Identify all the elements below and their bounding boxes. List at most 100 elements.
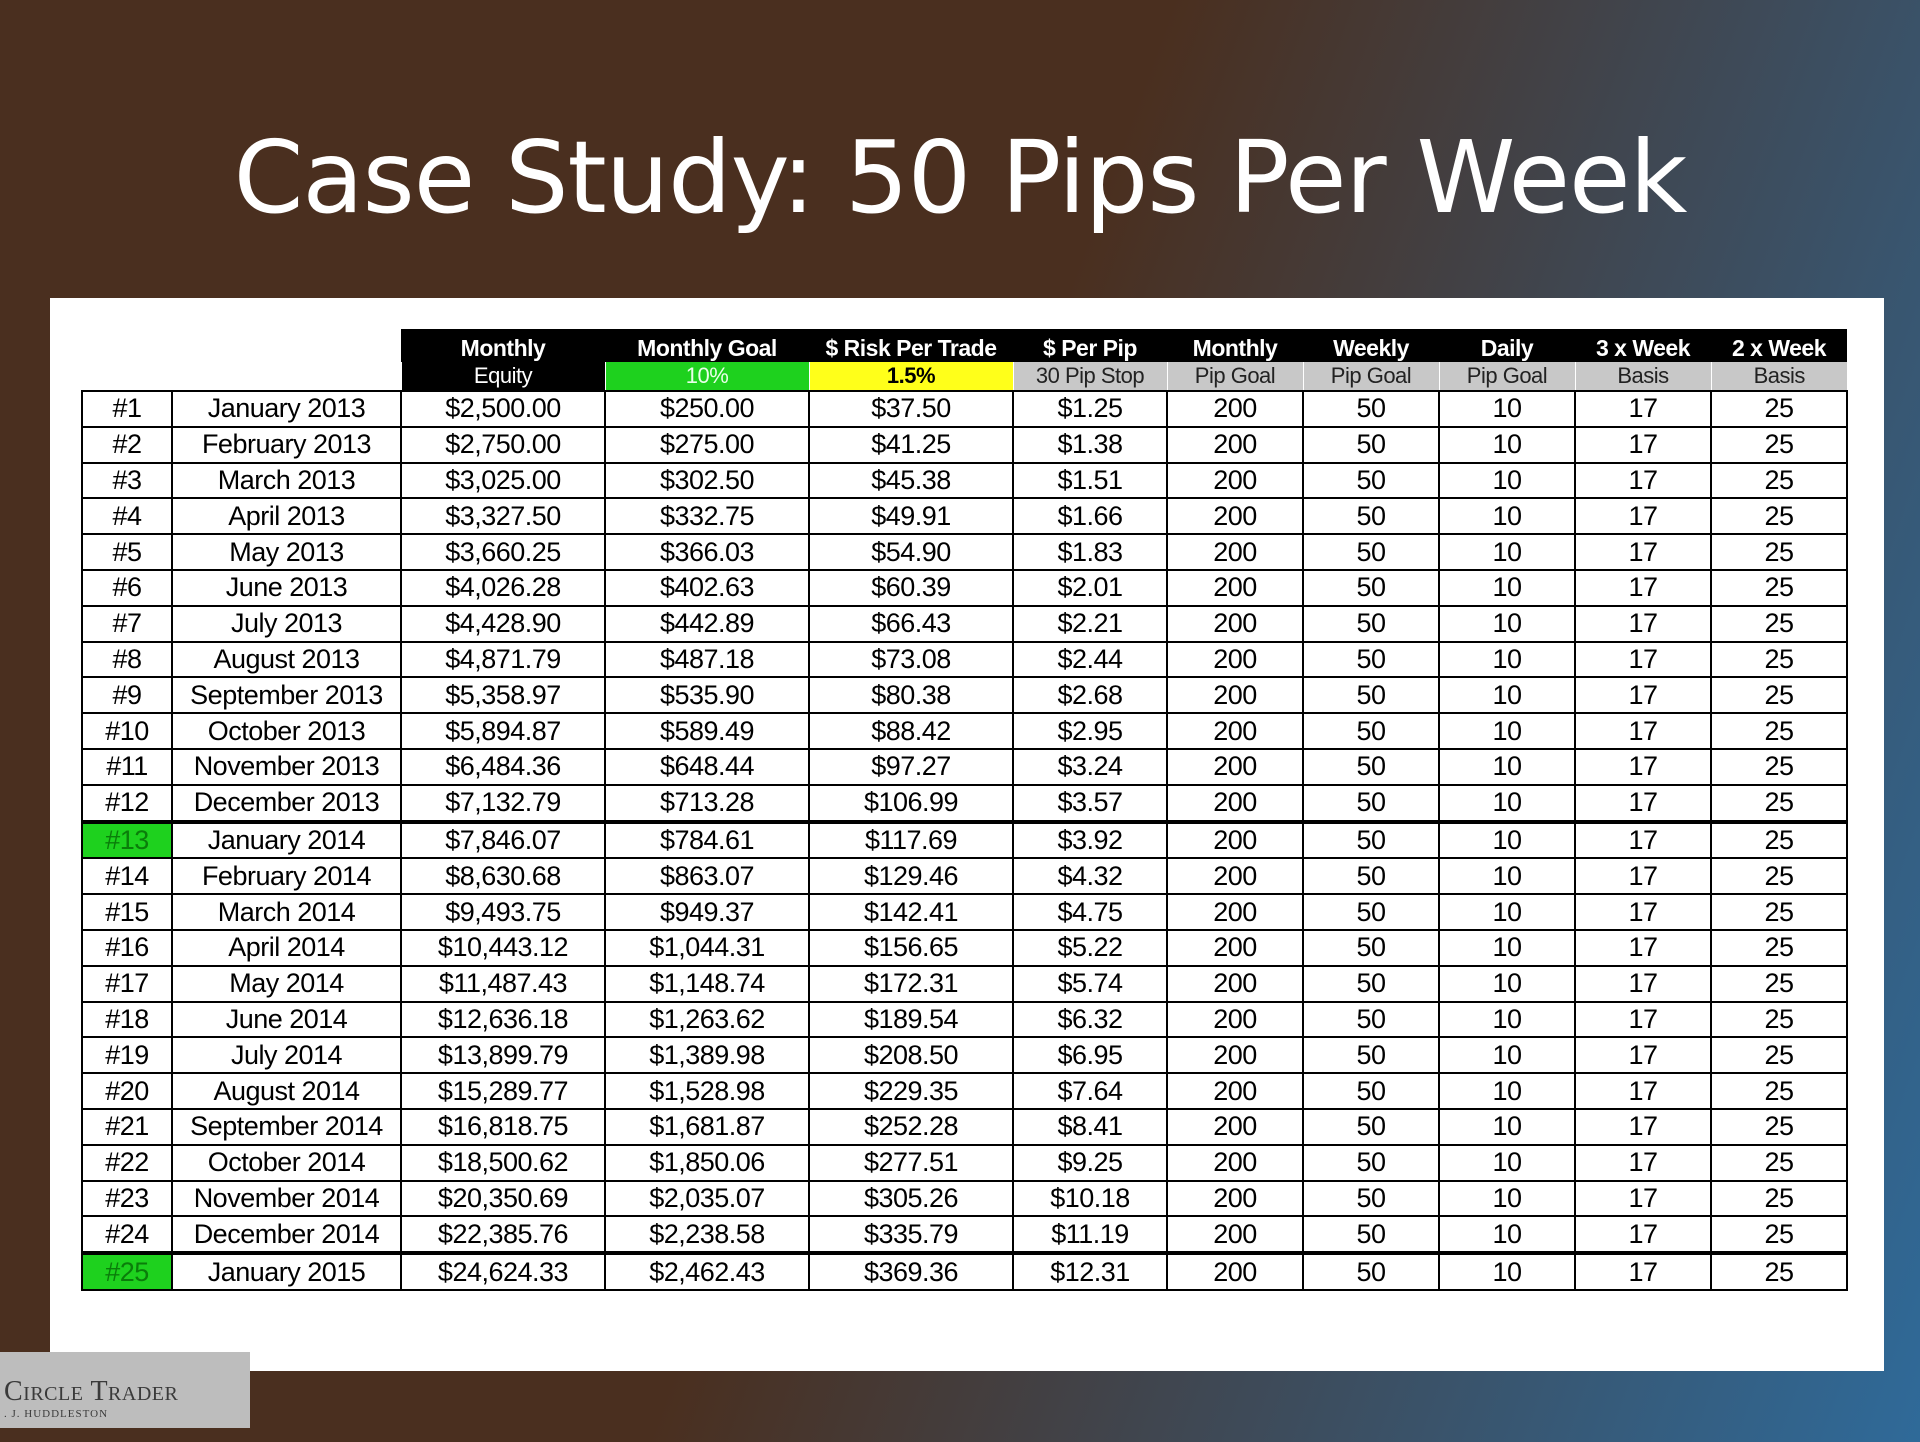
weekly-pip-goal-cell: 50 <box>1302 1215 1440 1255</box>
equity-cell: $3,025.00 <box>400 461 606 500</box>
daily-pip-goal-cell: 10 <box>1438 964 1576 1003</box>
goal-cell: $487.18 <box>604 640 810 679</box>
risk-cell: $172.31 <box>808 964 1014 1003</box>
risk-cell: $277.51 <box>808 1143 1014 1182</box>
table-row: #20 August 2014 $15,289.77 $1,528.98 $229.35… <box>81 1072 1848 1110</box>
daily-pip-goal-cell: 10 <box>1438 893 1576 931</box>
risk-cell: $156.65 <box>808 928 1014 967</box>
goal-cell: $302.50 <box>604 461 810 500</box>
risk-cell: $66.43 <box>808 604 1014 643</box>
month-cell: September 2014 <box>171 1107 402 1146</box>
row-number: #3 <box>81 461 173 500</box>
weekly-pip-goal-cell: 50 <box>1302 604 1440 643</box>
daily-pip-goal-cell: 10 <box>1438 533 1576 571</box>
monthly-pip-goal-cell: 200 <box>1166 676 1304 715</box>
monthly-pip-goal-cell: 200 <box>1166 819 1304 860</box>
two-week-basis-cell: 25 <box>1710 676 1848 715</box>
per-pip-cell: $1.66 <box>1012 497 1168 536</box>
table-row: #24 December 2014 $22,385.76 $2,238.58 $335.… <box>81 1215 1848 1255</box>
table-row: #1 January 2013 $2,500.00 $250.00 $37.50 $1.2… <box>81 390 1848 428</box>
risk-cell: $45.38 <box>808 461 1014 500</box>
equity-cell: $3,327.50 <box>400 497 606 536</box>
per-pip-cell: $2.68 <box>1012 676 1168 715</box>
header-top-cell: Daily <box>1439 329 1575 362</box>
two-week-basis-cell: 25 <box>1710 640 1848 679</box>
month-cell: April 2014 <box>171 928 402 967</box>
risk-cell: $88.42 <box>808 712 1014 750</box>
goal-cell: $250.00 <box>604 390 810 428</box>
per-pip-cell: $7.64 <box>1012 1072 1168 1110</box>
header-top-cell: Monthly Goal <box>605 329 809 362</box>
header-sub-cell: Pip Goal <box>1438 362 1575 391</box>
monthly-pip-goal-cell: 200 <box>1166 712 1304 750</box>
weekly-pip-goal-cell: 50 <box>1302 1143 1440 1182</box>
daily-pip-goal-cell: 10 <box>1438 1143 1576 1182</box>
row-number: #2 <box>81 425 173 464</box>
goal-cell: $713.28 <box>604 783 810 823</box>
month-cell: November 2013 <box>171 747 402 786</box>
table-row: #3 March 2013 $3,025.00 $302.50 $45.38 $1.51 2… <box>81 461 1848 500</box>
goal-cell: $648.44 <box>604 747 810 786</box>
risk-cell: $49.91 <box>808 497 1014 536</box>
monthly-pip-goal-cell: 200 <box>1166 1072 1304 1110</box>
three-week-basis-cell: 17 <box>1574 1251 1712 1291</box>
row-number: #6 <box>81 568 173 607</box>
risk-cell: $117.69 <box>808 819 1014 860</box>
three-week-basis-cell: 17 <box>1574 1072 1712 1110</box>
per-pip-cell: $8.41 <box>1012 1107 1168 1146</box>
equity-cell: $5,894.87 <box>400 712 606 750</box>
per-pip-cell: $3.92 <box>1012 819 1168 860</box>
weekly-pip-goal-cell: 50 <box>1302 1251 1440 1291</box>
equity-cell: $10,443.12 <box>400 928 606 967</box>
risk-cell: $335.79 <box>808 1215 1014 1255</box>
two-week-basis-cell: 25 <box>1710 604 1848 643</box>
three-week-basis-cell: 17 <box>1574 461 1712 500</box>
table-row: #16 April 2014 $10,443.12 $1,044.31 $156.65 $… <box>81 928 1848 967</box>
table-row: #18 June 2014 $12,636.18 $1,263.62 $189.54 $6… <box>81 1000 1848 1039</box>
per-pip-cell: $10.18 <box>1012 1179 1168 1218</box>
month-cell: November 2014 <box>171 1179 402 1218</box>
monthly-pip-goal-cell: 200 <box>1166 390 1304 428</box>
equity-cell: $9,493.75 <box>400 893 606 931</box>
month-cell: May 2013 <box>171 533 402 571</box>
row-number: #16 <box>81 928 173 967</box>
monthly-pip-goal-cell: 200 <box>1166 604 1304 643</box>
daily-pip-goal-cell: 10 <box>1438 461 1576 500</box>
row-number: #19 <box>81 1036 173 1075</box>
per-pip-cell: $9.25 <box>1012 1143 1168 1182</box>
goal-cell: $1,528.98 <box>604 1072 810 1110</box>
month-cell: January 2013 <box>171 390 402 428</box>
row-number: #9 <box>81 676 173 715</box>
weekly-pip-goal-cell: 50 <box>1302 712 1440 750</box>
two-week-basis-cell: 25 <box>1710 819 1848 860</box>
goal-cell: $863.07 <box>604 857 810 896</box>
goal-cell: $442.89 <box>604 604 810 643</box>
circle-trader-logo: Circle Trader . J. HUDDLESTON <box>0 1352 250 1428</box>
equity-cell: $20,350.69 <box>400 1179 606 1218</box>
monthly-pip-goal-cell: 200 <box>1166 1000 1304 1039</box>
risk-cell: $60.39 <box>808 568 1014 607</box>
header-top-cell: $ Risk Per Trade <box>809 329 1013 362</box>
risk-cell: $80.38 <box>808 676 1014 715</box>
monthly-pip-goal-cell: 200 <box>1166 425 1304 464</box>
table-row: #6 June 2013 $4,026.28 $402.63 $60.39 $2.01 20… <box>81 568 1848 607</box>
three-week-basis-cell: 17 <box>1574 533 1712 571</box>
two-week-basis-cell: 25 <box>1710 1215 1848 1255</box>
month-cell: June 2014 <box>171 1000 402 1039</box>
table-row: #9 September 2013 $5,358.97 $535.90 $80.38 $2… <box>81 676 1848 715</box>
two-week-basis-cell: 25 <box>1710 568 1848 607</box>
equity-table: Monthly Monthly Goal $ Risk Per Trade $ … <box>81 329 1848 1291</box>
per-pip-cell: $5.22 <box>1012 928 1168 967</box>
goal-cell: $1,263.62 <box>604 1000 810 1039</box>
two-week-basis-cell: 25 <box>1710 533 1848 571</box>
header-top-cell: $ Per Pip <box>1013 329 1167 362</box>
weekly-pip-goal-cell: 50 <box>1302 497 1440 536</box>
month-cell: August 2014 <box>171 1072 402 1110</box>
risk-cell: $106.99 <box>808 783 1014 823</box>
row-number: #13 <box>81 819 173 860</box>
table-row: #25 January 2015 $24,624.33 $2,462.43 $369.3… <box>81 1251 1848 1291</box>
equity-cell: $3,660.25 <box>400 533 606 571</box>
monthly-pip-goal-cell: 200 <box>1166 893 1304 931</box>
equity-cell: $22,385.76 <box>400 1215 606 1255</box>
monthly-pip-goal-cell: 200 <box>1166 533 1304 571</box>
